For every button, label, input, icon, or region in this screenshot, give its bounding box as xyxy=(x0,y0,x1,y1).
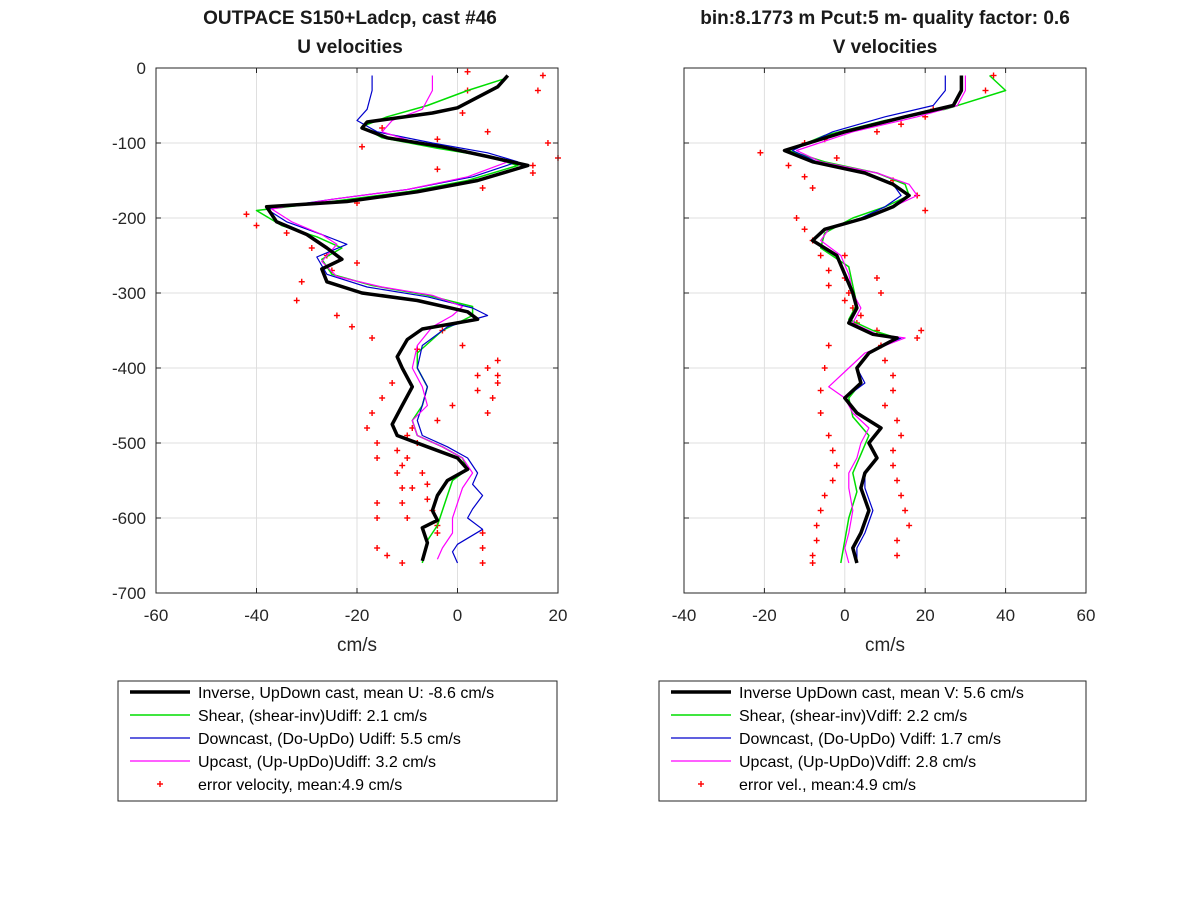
u-y-tick-label-2: -200 xyxy=(112,209,146,228)
v-x-tick-label-4: 40 xyxy=(996,606,1015,625)
u-y-tick-label-7: -700 xyxy=(112,584,146,603)
v-legend-label-1: Shear, (shear-inv)Vdiff: 2.2 cm/s xyxy=(739,708,967,725)
u-x-tick-label-3: 0 xyxy=(453,606,462,625)
u-y-tick-label-1: -100 xyxy=(112,134,146,153)
v-legend: Inverse UpDown cast, mean V: 5.6 cm/s She… xyxy=(659,681,1086,801)
v-chart-title: bin:8.1773 m Pcut:5 m- quality factor: 0… xyxy=(700,8,1070,29)
v-x-tick-label-5: 60 xyxy=(1077,606,1096,625)
v-x-tick-label-3: 20 xyxy=(916,606,935,625)
u-y-tick-label-5: -500 xyxy=(112,434,146,453)
u-x-tick-label-2: -20 xyxy=(345,606,370,625)
v-legend-label-3: Upcast, (Up-UpDo)Vdiff: 2.8 cm/s xyxy=(739,754,976,771)
u-y-tick-label-4: -400 xyxy=(112,359,146,378)
u-legend-label-1: Shear, (shear-inv)Udiff: 2.1 cm/s xyxy=(198,708,427,725)
u-x-axis-label: cm/s xyxy=(337,635,377,656)
v-x-axis-label: cm/s xyxy=(865,635,905,656)
v-x-tick-label-0: -40 xyxy=(672,606,697,625)
v-x-tick-label-1: -20 xyxy=(752,606,777,625)
u-y-tick-label-6: -600 xyxy=(112,509,146,528)
v-legend-label-2: Downcast, (Do-UpDo) Vdiff: 1.7 cm/s xyxy=(739,731,1001,748)
u-y-tick-label-3: -300 xyxy=(112,284,146,303)
u-x-tick-label-4: 20 xyxy=(549,606,568,625)
v-legend-label-0: Inverse UpDown cast, mean V: 5.6 cm/s xyxy=(739,685,1024,702)
u-y-tick-label-0: 0 xyxy=(137,59,146,78)
u-legend-label-0: Inverse, UpDown cast, mean U: -8.6 cm/s xyxy=(198,685,494,702)
u-chart-title: OUTPACE S150+Ladcp, cast #46 xyxy=(203,8,497,29)
v-plot-area xyxy=(684,68,1086,593)
u-x-tick-label-0: -60 xyxy=(144,606,169,625)
u-x-tick-label-1: -40 xyxy=(244,606,269,625)
u-legend-label-3: Upcast, (Up-UpDo)Udiff: 3.2 cm/s xyxy=(198,754,436,771)
u-velocity-panel: OUTPACE S150+Ladcp, cast #46 U velocitie… xyxy=(112,8,567,801)
u-chart-subtitle: U velocities xyxy=(297,37,403,58)
v-legend-label-4: error vel., mean:4.9 cm/s xyxy=(739,777,916,794)
u-legend: Inverse, UpDown cast, mean U: -8.6 cm/s S… xyxy=(118,681,557,801)
figure: OUTPACE S150+Ladcp, cast #46 U velocitie… xyxy=(0,0,1200,900)
v-velocity-panel: bin:8.1773 m Pcut:5 m- quality factor: 0… xyxy=(659,8,1095,801)
u-legend-label-4: error velocity, mean:4.9 cm/s xyxy=(198,777,402,794)
v-x-tick-label-2: 0 xyxy=(840,606,849,625)
u-legend-label-2: Downcast, (Do-UpDo) Udiff: 5.5 cm/s xyxy=(198,731,461,748)
v-chart-subtitle: V velocities xyxy=(833,37,938,58)
